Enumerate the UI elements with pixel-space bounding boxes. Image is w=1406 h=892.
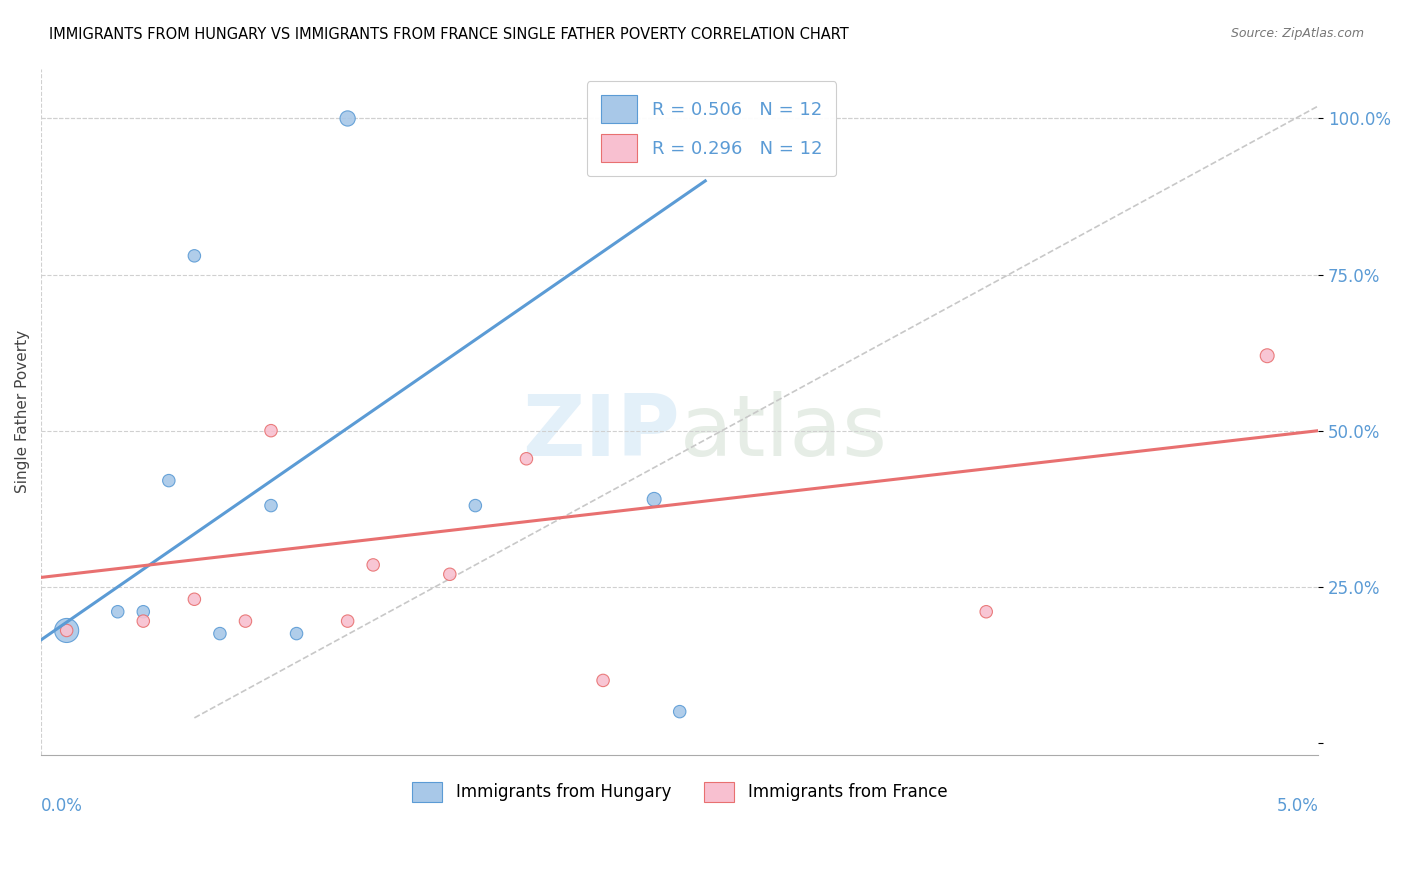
Point (55, 624, 77, 638)
Point (439, 567, 461, 582)
Point (515, 451, 537, 466)
Point (235, 614, 257, 628)
Point (183, 249, 205, 263)
Y-axis label: Single Father Poverty: Single Father Poverty (15, 330, 30, 493)
Point (336, 614, 359, 628)
Point (668, 705, 690, 719)
Text: ZIP: ZIP (522, 391, 679, 474)
Point (464, 499, 486, 513)
Point (132, 614, 155, 628)
Point (361, 558, 384, 572)
Point (157, 474, 180, 488)
Text: Source: ZipAtlas.com: Source: ZipAtlas.com (1230, 27, 1364, 40)
Point (183, 592, 205, 607)
Text: 5.0%: 5.0% (1277, 797, 1319, 814)
Point (107, 605, 129, 619)
Point (285, 626, 308, 640)
Point (336, 112, 359, 126)
Point (260, 424, 283, 438)
Point (260, 499, 283, 513)
Text: 0.0%: 0.0% (41, 797, 83, 814)
Text: IMMIGRANTS FROM HUNGARY VS IMMIGRANTS FROM FRANCE SINGLE FATHER POVERTY CORRELAT: IMMIGRANTS FROM HUNGARY VS IMMIGRANTS FR… (49, 27, 849, 42)
Point (1256, 349, 1278, 363)
Point (974, 605, 997, 619)
Point (132, 605, 155, 619)
Legend: R = 0.506   N = 12, R = 0.296   N = 12: R = 0.506 N = 12, R = 0.296 N = 12 (586, 81, 837, 177)
Point (592, 673, 614, 688)
Text: atlas: atlas (679, 391, 887, 474)
Point (643, 492, 665, 507)
Point (55, 624, 77, 638)
Point (208, 626, 231, 640)
